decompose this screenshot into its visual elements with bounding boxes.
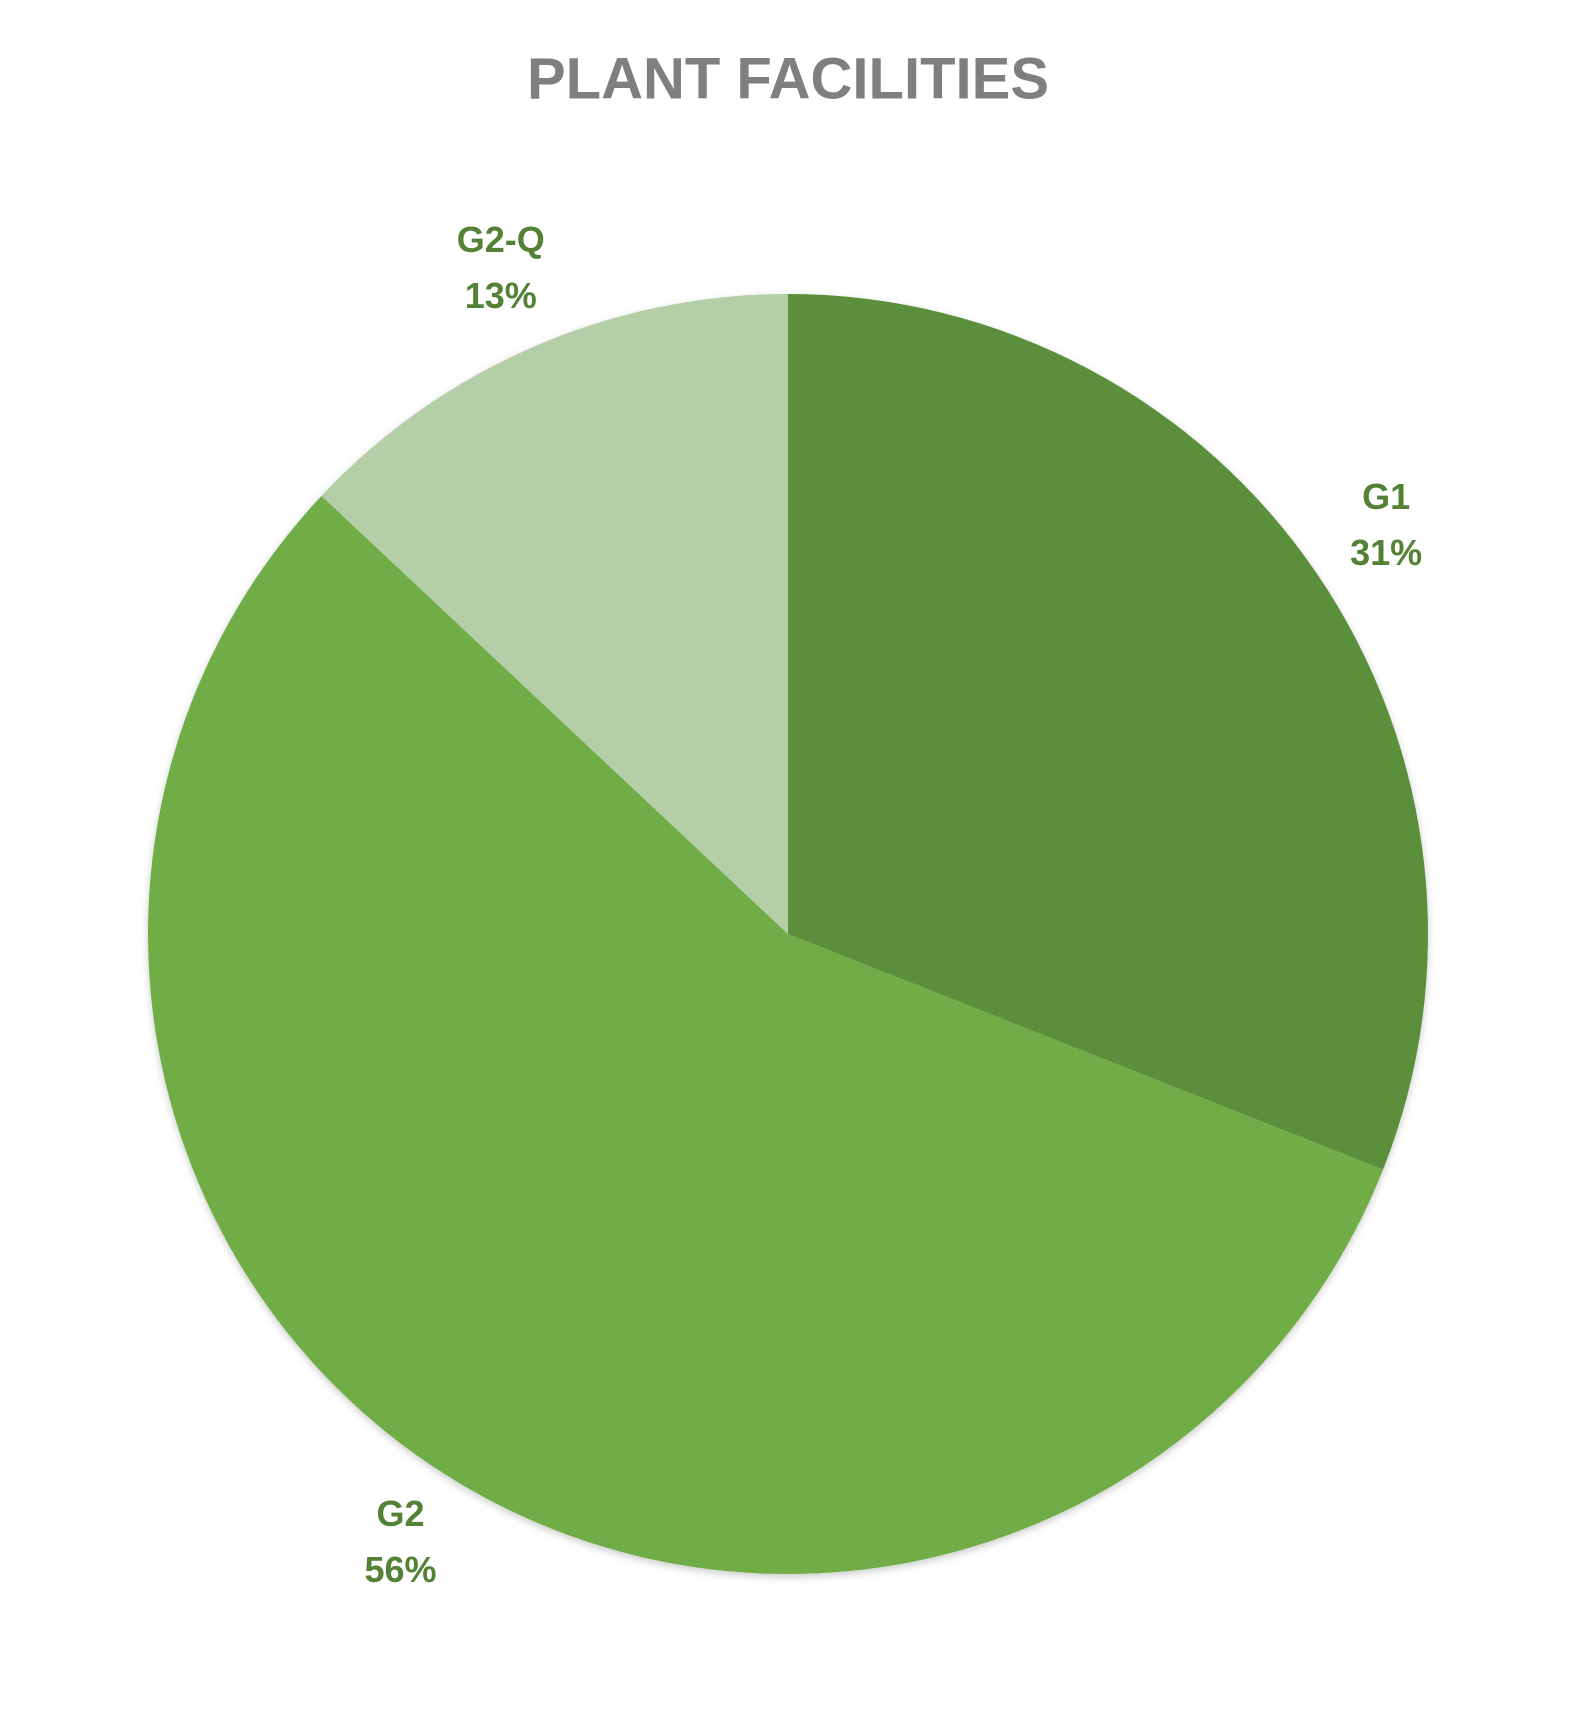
pie-slice — [148, 495, 1384, 1574]
slice-value-label: 56% — [364, 1549, 436, 1590]
slice-value-label: 13% — [465, 275, 537, 316]
slice-category-label: G2-Q — [457, 219, 545, 260]
chart-title: PLANT FACILITIES — [527, 46, 1049, 111]
slice-value-label: 31% — [1350, 532, 1422, 573]
pie — [148, 294, 1429, 1574]
pie-slice — [321, 294, 788, 934]
pie-slice — [788, 294, 1429, 1170]
slice-category-label: G2 — [376, 1493, 424, 1534]
slice-category-label: G1 — [1362, 476, 1410, 517]
